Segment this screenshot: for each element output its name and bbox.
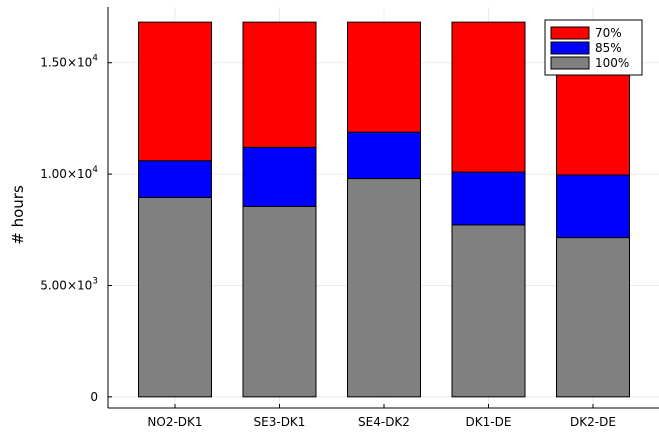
y-tick-label-0: 0 (90, 390, 98, 404)
bar-dk1-de-70pct (451, 21, 526, 173)
y-tick-label-1: 5.00×103 (40, 276, 98, 292)
tick-labels: 0 5.00×103 1.00×104 1.50×104 NO2-DK1 SE3-DK1 S… (40, 54, 616, 429)
y-axis-title: # hours (9, 185, 27, 245)
bar-se4-dk2-70pct (347, 21, 421, 133)
bar-dk1-de-85pct (451, 171, 526, 226)
legend-swatch-85pct (550, 41, 590, 55)
legend-label-70pct: 70% (595, 26, 622, 40)
bars (138, 21, 630, 398)
x-tick-label-1: SE3-DK1 (254, 415, 306, 428)
x-tick-label-2: SE4-DK2 (358, 415, 410, 428)
legend-label-85pct: 85% (595, 41, 622, 55)
y-tick-label-3: 1.50×104 (40, 54, 98, 70)
legend: 70%85%100% (544, 19, 643, 76)
bar-dk2-de-85pct (556, 174, 630, 239)
bar-se3-dk1-100pct (242, 205, 317, 398)
bar-no2-dk1-85pct (138, 160, 212, 198)
legend-label-100pct: 100% (595, 56, 629, 70)
legend-swatch-100pct (550, 56, 590, 70)
bar-se4-dk2-100pct (347, 178, 421, 398)
x-tick-label-3: DK1-DE (466, 415, 512, 428)
y-tick-label-2: 1.00×104 (40, 165, 98, 181)
bar-se4-dk2-85pct (347, 131, 421, 180)
bar-no2-dk1-100pct (138, 196, 212, 398)
bar-dk1-de-100pct (451, 224, 526, 398)
bar-dk2-de-100pct (556, 237, 630, 398)
bar-no2-dk1-70pct (138, 21, 212, 162)
bar-se3-dk1-70pct (242, 21, 317, 148)
legend-swatch-70pct (550, 26, 590, 40)
x-tick-label-0: NO2-DK1 (147, 415, 202, 428)
bar-se3-dk1-85pct (242, 146, 317, 207)
x-tick-label-4: DK2-DE (570, 415, 616, 428)
axes (107, 7, 659, 409)
